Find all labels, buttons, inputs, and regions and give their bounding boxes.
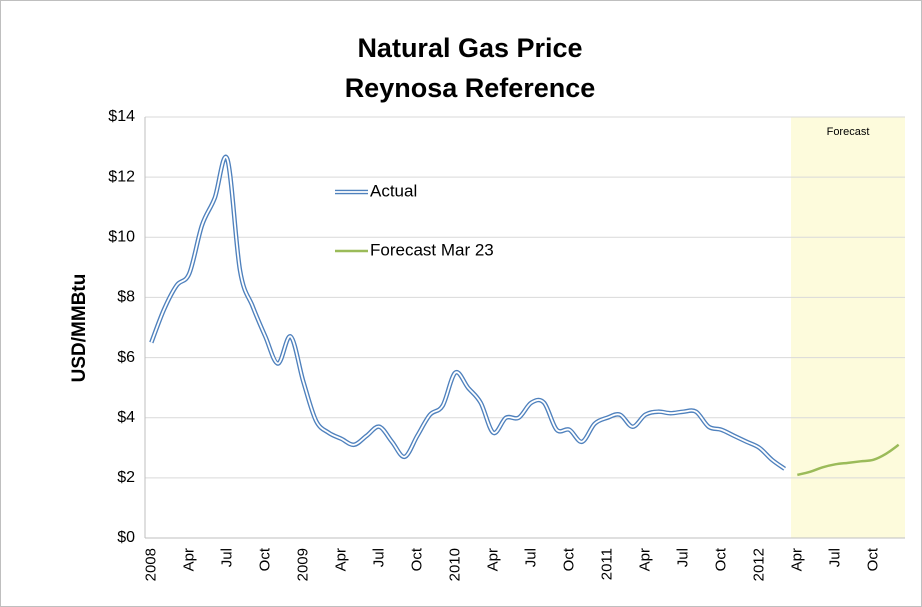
legend-label: Actual <box>370 181 417 200</box>
x-tick-label: Jul <box>674 548 691 567</box>
x-tick-label: 2008 <box>142 548 159 581</box>
x-tick-label: Apr <box>788 548 805 571</box>
series-line <box>797 443 900 477</box>
x-tick-label: 2012 <box>750 548 767 581</box>
y-tick-label: $14 <box>108 108 135 125</box>
y-tick-label: $6 <box>117 349 135 366</box>
y-tick-label: $0 <box>117 529 135 546</box>
forecast-region <box>791 117 905 538</box>
x-tick-label: Jul <box>522 548 539 567</box>
plot-background <box>145 116 905 539</box>
x-tick-label: Jul <box>218 548 235 567</box>
y-tick-label: $12 <box>108 168 135 185</box>
chart-title: Reynosa Reference <box>345 73 596 103</box>
x-tick-label: Oct <box>712 547 729 571</box>
x-tick-label: Oct <box>560 547 577 571</box>
x-tick-label: Oct <box>256 547 273 571</box>
x-tick-label: 2011 <box>598 548 615 580</box>
x-tick-label: Apr <box>180 548 197 571</box>
x-tick-label: Apr <box>332 548 349 571</box>
x-tick-label: 2009 <box>294 548 311 581</box>
x-tick-label: Apr <box>636 548 653 571</box>
x-tick-label: Apr <box>484 548 501 571</box>
y-tick-label: $10 <box>108 229 135 246</box>
x-tick-label: Oct <box>864 547 881 571</box>
x-tick-label: Oct <box>408 547 425 571</box>
y-tick-label: $8 <box>117 289 135 306</box>
x-tick-label: Jul <box>826 548 843 567</box>
chart-title: Natural Gas Price <box>357 33 582 63</box>
y-tick-label: $4 <box>117 409 135 426</box>
series-line-highlight <box>150 156 786 470</box>
legend-label: Forecast Mar 23 <box>370 240 494 259</box>
x-tick-label: 2010 <box>446 548 463 581</box>
y-axis-label: USD/MMBtu <box>69 274 90 383</box>
forecast-annotation: Forecast <box>827 126 870 138</box>
x-tick-label: Jul <box>370 548 387 567</box>
y-tick-label: $2 <box>117 469 135 486</box>
